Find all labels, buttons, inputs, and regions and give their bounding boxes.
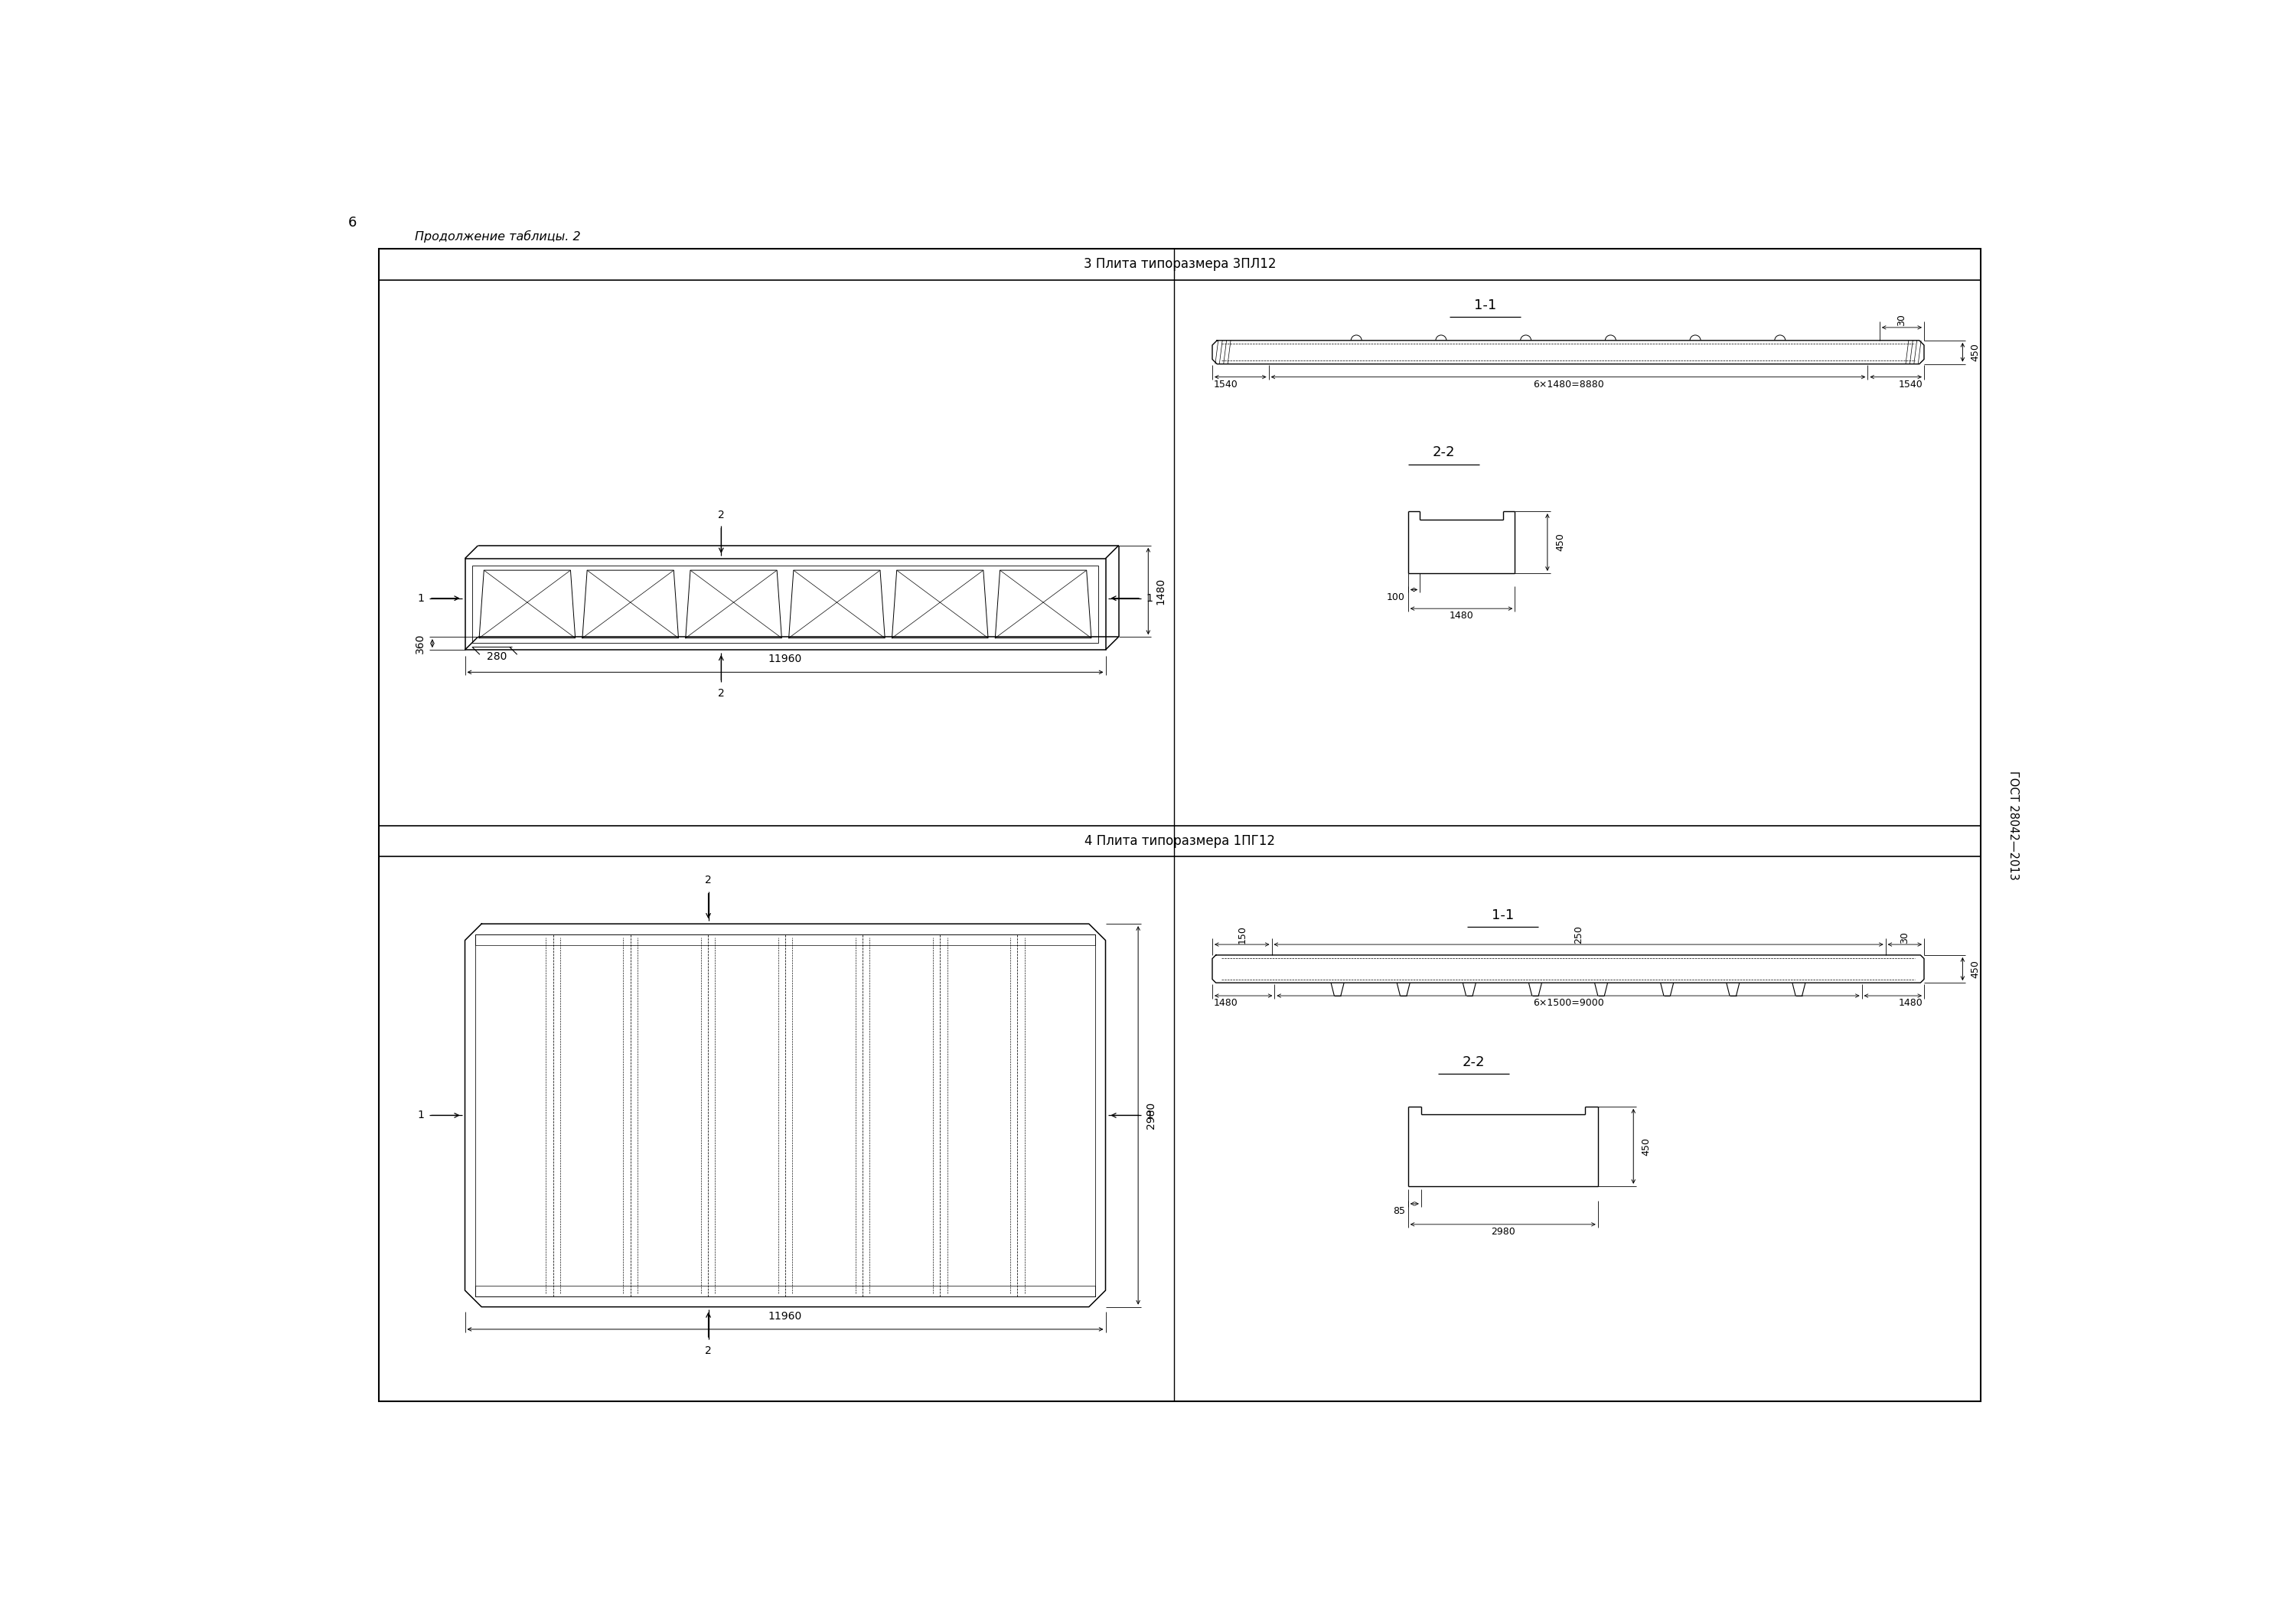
Bar <box>473 565 1097 643</box>
Text: 100: 100 <box>1387 593 1405 603</box>
Bar <box>475 934 1095 945</box>
Text: 30: 30 <box>1899 931 1910 944</box>
Text: 1: 1 <box>1146 593 1153 604</box>
Text: 450: 450 <box>1642 1137 1651 1155</box>
Text: Продолжение таблицы. 2: Продолжение таблицы. 2 <box>416 231 581 242</box>
Text: 11960: 11960 <box>769 1311 801 1322</box>
Bar <box>464 559 1107 650</box>
Text: 1480: 1480 <box>1155 578 1166 604</box>
Text: 360: 360 <box>416 633 425 653</box>
Text: 6: 6 <box>349 216 356 229</box>
Text: 30: 30 <box>1896 313 1906 326</box>
Text: 1-1: 1-1 <box>1492 908 1513 922</box>
Text: 1-1: 1-1 <box>1474 299 1497 312</box>
Text: 1540: 1540 <box>1899 380 1922 390</box>
Text: 250: 250 <box>1573 926 1584 944</box>
Text: 1480: 1480 <box>1215 999 1238 1009</box>
Text: 2-2: 2-2 <box>1433 445 1456 460</box>
Text: 2: 2 <box>719 689 726 698</box>
Text: 1: 1 <box>418 1109 425 1121</box>
Text: 2: 2 <box>705 875 712 885</box>
Bar <box>475 934 1095 1296</box>
Text: 3 Плита типоразмера 3ПЛ12: 3 Плита типоразмера 3ПЛ12 <box>1084 258 1277 271</box>
Text: 1480: 1480 <box>1449 611 1474 620</box>
Text: 4 Плита типоразмера 1ПГ12: 4 Плита типоразмера 1ПГ12 <box>1084 833 1274 848</box>
Text: 1: 1 <box>418 593 425 604</box>
Text: 1540: 1540 <box>1215 380 1238 390</box>
Text: 450: 450 <box>1554 533 1566 552</box>
Text: 2-2: 2-2 <box>1463 1056 1486 1069</box>
Bar <box>475 1286 1095 1296</box>
Text: 1: 1 <box>1146 1109 1153 1121</box>
Text: 1480: 1480 <box>1899 999 1922 1009</box>
Text: 2980: 2980 <box>1490 1226 1515 1237</box>
Text: ГОСТ 28042—2013: ГОСТ 28042—2013 <box>2007 770 2018 880</box>
Text: 280: 280 <box>487 651 507 661</box>
Text: 11960: 11960 <box>769 654 801 664</box>
Text: 150: 150 <box>1238 926 1247 944</box>
Text: 450: 450 <box>1970 960 1979 978</box>
Text: 2: 2 <box>705 1345 712 1356</box>
Text: 6×1500=9000: 6×1500=9000 <box>1534 999 1603 1009</box>
Text: 2: 2 <box>719 510 726 520</box>
Text: 85: 85 <box>1394 1207 1405 1216</box>
Text: 450: 450 <box>1970 343 1979 362</box>
Text: 6×1480=8880: 6×1480=8880 <box>1534 380 1603 390</box>
Text: 2980: 2980 <box>1146 1101 1157 1129</box>
